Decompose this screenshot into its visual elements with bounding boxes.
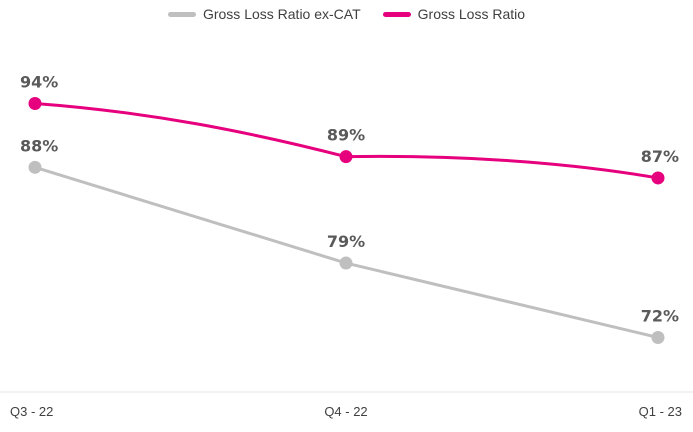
data-label-gross-loss-ratio-2: 87%	[641, 147, 679, 166]
data-point-ex-cat-1	[339, 256, 353, 270]
legend-label-ex-cat: Gross Loss Ratio ex-CAT	[202, 6, 361, 22]
x-axis-ticks: Q3 - 22 Q4 - 22 Q1 - 23	[10, 404, 682, 419]
x-tick-label-1: Q4 - 22	[324, 404, 367, 419]
chart-legend: Gross Loss Ratio ex-CAT Gross Loss Ratio	[0, 6, 693, 22]
series-layer: 88% 79% 72% 94% 89% 87%	[20, 73, 679, 344]
data-label-ex-cat-2: 72%	[641, 307, 679, 326]
legend-swatch-gross-loss-ratio	[382, 11, 411, 17]
legend-swatch-ex-cat	[167, 11, 196, 17]
data-point-gross-loss-ratio-0	[28, 97, 42, 110]
legend-item-gross-loss-ratio-ex-cat: Gross Loss Ratio ex-CAT	[167, 6, 361, 22]
series-line-ex-cat	[33, 165, 660, 339]
data-label-gross-loss-ratio-1: 89%	[327, 126, 365, 145]
data-point-gross-loss-ratio-1	[339, 150, 353, 164]
data-label-ex-cat-0: 88%	[20, 136, 58, 155]
data-label-gross-loss-ratio-0: 94%	[20, 73, 58, 92]
legend-item-gross-loss-ratio: Gross Loss Ratio	[382, 6, 526, 22]
legend-label-gross-loss-ratio: Gross Loss Ratio	[417, 6, 526, 22]
data-point-gross-loss-ratio-2	[651, 171, 665, 185]
x-tick-label-2: Q1 - 23	[639, 404, 682, 419]
data-label-ex-cat-1: 79%	[327, 232, 365, 251]
data-point-ex-cat-2	[651, 331, 665, 344]
x-tick-label-0: Q3 - 22	[10, 404, 53, 419]
data-point-ex-cat-0	[28, 160, 42, 174]
